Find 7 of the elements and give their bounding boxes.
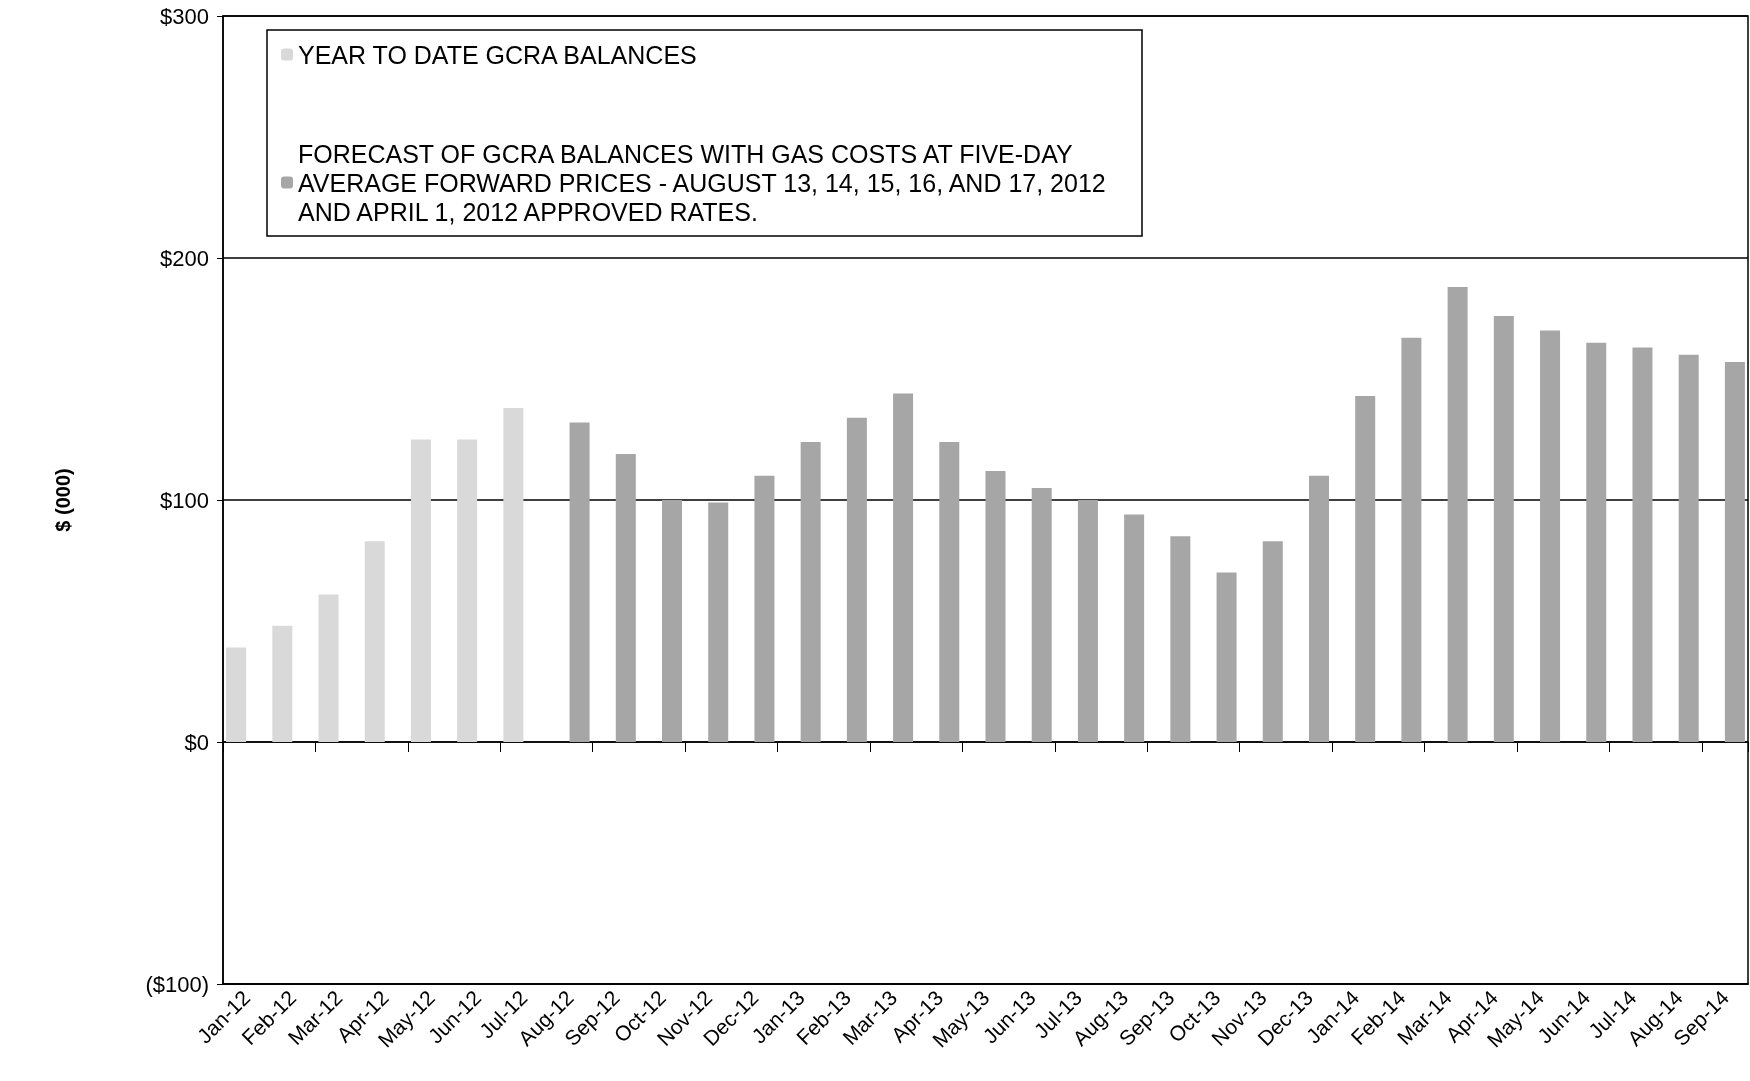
legend-label: YEAR TO DATE GCRA BALANCES [298,40,697,69]
y-axis-title: $ (000) [52,468,74,532]
y-tick-label: $0 [184,729,209,755]
y-tick-label: $100 [160,487,209,513]
legend-label: FORECAST OF GCRA BALANCES WITH GAS COSTS AT FIVE-DAY AVERAGE FORWARD PRICES - AUGUST 13, 14, 15, 16, AND 17, 2012 AND APRIL 1, 2012 APPROVED RATES. [298,139,1113,226]
y-tick-label: $200 [160,245,209,271]
y-tick-label: $300 [160,3,209,29]
